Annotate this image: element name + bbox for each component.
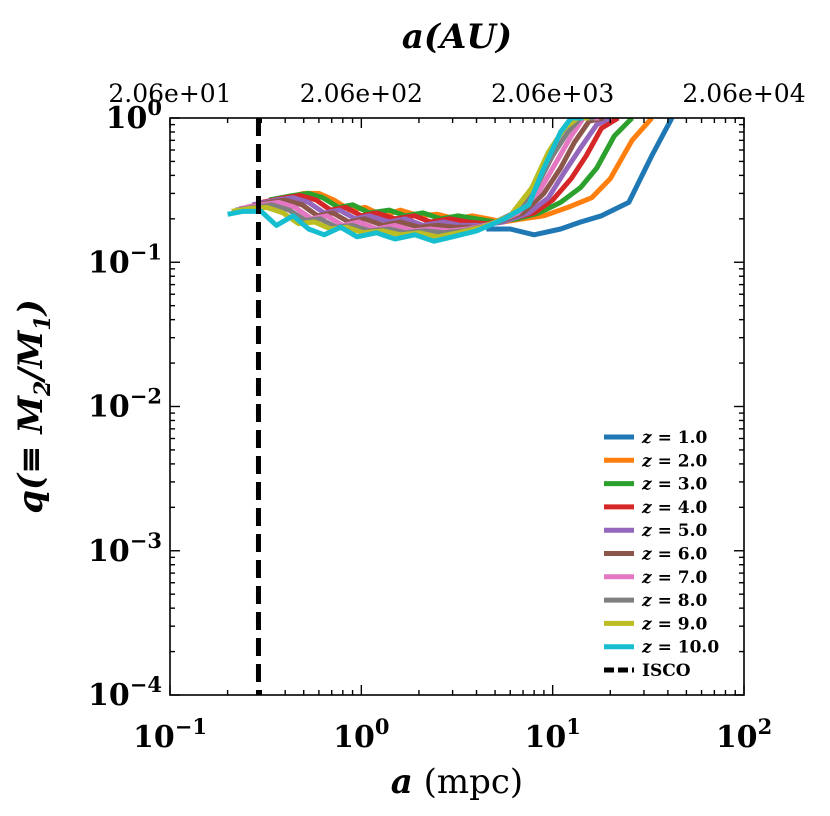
legend: z = 1.0 z = 2.0 z = 3.0 z = 4.0 z = 5.0 z = 6… xyxy=(604,428,719,681)
legend-entry: z = 7.0 xyxy=(604,568,707,588)
legend-label: z = 10.0 xyxy=(641,638,719,658)
legend-label: z = 8.0 xyxy=(641,591,707,611)
legend-entry: z = 6.0 xyxy=(604,545,707,565)
legend-entry: z = 2.0 xyxy=(604,451,707,471)
series-layer xyxy=(227,118,675,244)
x-axis-label: a (mpc) xyxy=(391,762,523,802)
legend-label: z = 4.0 xyxy=(641,498,707,518)
legend-entry: z = 10.0 xyxy=(604,638,719,658)
top-tick-label: 2.06e+02 xyxy=(300,79,423,108)
top-tick-label: 2.06e+04 xyxy=(682,79,805,108)
series-line-z10 xyxy=(227,118,584,244)
labels-layer: 10−1 100 101 102 100 10−1 10−2 10−3 10−4 2.06e+01… xyxy=(11,17,806,802)
top-tick-label: 2.06e+03 xyxy=(491,79,614,108)
y-tick-label: 10−2 xyxy=(88,384,162,425)
legend-entry: ISCO xyxy=(604,661,691,681)
y-tick-label: 10−1 xyxy=(88,239,162,280)
legend-label: z = 9.0 xyxy=(641,614,707,634)
legend-entry: z = 8.0 xyxy=(604,591,707,611)
plot-frame xyxy=(169,117,745,696)
x-tick-label: 102 xyxy=(716,714,772,755)
legend-label: z = 7.0 xyxy=(641,568,707,588)
series-line-z1 xyxy=(486,118,675,238)
y-tick-label: 10−3 xyxy=(88,528,162,569)
legend-label: z = 3.0 xyxy=(641,475,707,495)
y-axis-label: q(≡ M2/M1) xyxy=(11,299,56,514)
x-tick-label: 100 xyxy=(333,714,389,755)
legend-entry: z = 4.0 xyxy=(604,498,707,518)
y-tick-label: 100 xyxy=(106,95,162,136)
legend-entry: z = 1.0 xyxy=(604,428,707,448)
legend-label: z = 5.0 xyxy=(641,521,707,541)
y-tick-label: 10−4 xyxy=(88,672,162,713)
top-axis-label: a(AU) xyxy=(402,17,512,57)
x-tick-label: 101 xyxy=(524,714,580,755)
series-line-z6 xyxy=(245,118,605,230)
legend-label: ISCO xyxy=(642,661,691,681)
legend-label: z = 2.0 xyxy=(641,451,707,471)
legend-entry: z = 3.0 xyxy=(604,475,707,495)
legend-label: z = 1.0 xyxy=(641,428,707,448)
x-tick-label: 10−1 xyxy=(133,714,207,755)
legend-label: z = 6.0 xyxy=(641,545,707,565)
legend-entry: z = 5.0 xyxy=(604,521,707,541)
top-tick-label: 2.06e+01 xyxy=(108,79,231,108)
legend-entry: z = 9.0 xyxy=(604,614,707,634)
